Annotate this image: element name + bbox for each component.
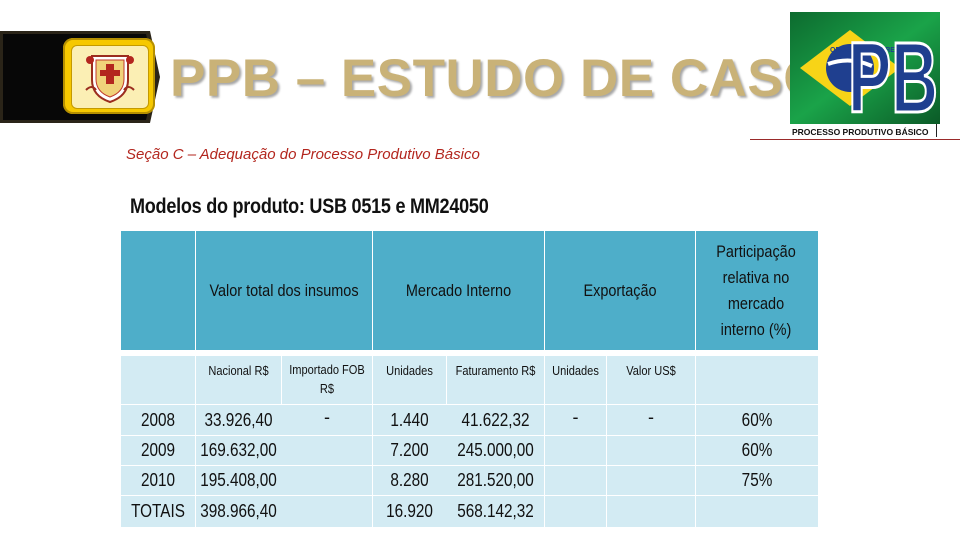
group-header-insumos: Valor total dos insumos xyxy=(209,280,359,300)
cell-importado xyxy=(282,496,372,527)
cell-participacao: 75% xyxy=(741,470,773,490)
cell-unidades-mi: 8.280 xyxy=(390,470,429,490)
page-title: PPB – ESTUDO DE CASO xyxy=(170,49,825,108)
cell-participacao xyxy=(705,496,809,527)
section-subtitle: Seção C – Adequação do Processo Produtiv… xyxy=(126,146,480,163)
cell-importado xyxy=(282,466,372,495)
table-header: Valor total dos insumos Mercado Interno … xyxy=(121,231,818,350)
cell-participacao: 60% xyxy=(741,409,773,430)
svg-text:PB: PB xyxy=(848,22,938,124)
coat-of-arms-icon xyxy=(85,55,135,104)
cell-unidades-exp xyxy=(545,466,606,495)
cell-faturamento: 281.520,00 xyxy=(457,470,534,490)
cell-nacional: 398.966,40 xyxy=(200,501,277,521)
cell-participacao: 60% xyxy=(741,440,773,460)
cell-faturamento: 41.622,32 xyxy=(461,409,530,430)
subheader-unidades-mi: Unidades xyxy=(386,362,433,378)
cell-unidades-mi: 1.440 xyxy=(390,409,429,430)
crest-frame xyxy=(63,38,155,114)
subheader-valor-us: Valor US$ xyxy=(626,362,676,378)
subheader-faturamento: Faturamento R$ xyxy=(455,362,536,378)
cell-valor-us xyxy=(607,436,695,465)
cell-nacional: 195.408,00 xyxy=(200,470,277,490)
cell-nacional: 33.926,40 xyxy=(204,409,273,430)
cell-faturamento: 568.142,32 xyxy=(457,501,534,521)
cell-unidades-exp xyxy=(545,496,606,527)
cell-faturamento: 245.000,00 xyxy=(457,440,534,460)
data-table: Nacional R$ Importado FOB R$ Unidades Fa… xyxy=(121,356,818,527)
group-header-participacao: Participação relativa no mercado interno… xyxy=(716,241,796,339)
subheader-nacional: Nacional R$ xyxy=(208,362,269,378)
subheader-year xyxy=(127,356,190,404)
cell-valor-us: - xyxy=(648,406,654,427)
cell-nacional: 169.632,00 xyxy=(200,440,277,460)
subheader-participacao xyxy=(696,356,818,404)
cell-valor-us xyxy=(607,466,695,495)
cell-year: 2009 xyxy=(140,440,176,460)
cell-valor-us xyxy=(607,496,695,527)
cell-year: 2010 xyxy=(140,470,176,490)
group-header-exportacao: Exportação xyxy=(583,280,657,300)
cell-unidades-mi: 16.920 xyxy=(386,501,433,521)
ppb-logo: ORDEM E PROGRESSO PB xyxy=(790,12,940,136)
svg-text:ORDEM E PROGRESSO: ORDEM E PROGRESSO xyxy=(830,47,910,54)
cell-year: 2008 xyxy=(140,409,176,430)
cell-unidades-exp xyxy=(545,436,606,465)
cell-unidades-exp: - xyxy=(572,406,579,427)
group-header-mercado-interno: Mercado Interno xyxy=(405,280,512,300)
ppb-logo-caption: PROCESSO PRODUTIVO BÁSICO xyxy=(792,127,929,137)
product-models-heading: Modelos do produto: USB 0515 e MM24050 xyxy=(130,195,489,218)
cell-unidades-mi: 7.200 xyxy=(390,440,429,460)
subheader-unidades-exp: Unidades xyxy=(552,362,599,378)
header-divider xyxy=(750,139,960,140)
cell-year: TOTAIS xyxy=(131,501,185,521)
cell-importado: - xyxy=(324,406,330,427)
cell-importado xyxy=(282,436,372,465)
subheader-importado: Importado FOB R$ xyxy=(289,362,365,396)
